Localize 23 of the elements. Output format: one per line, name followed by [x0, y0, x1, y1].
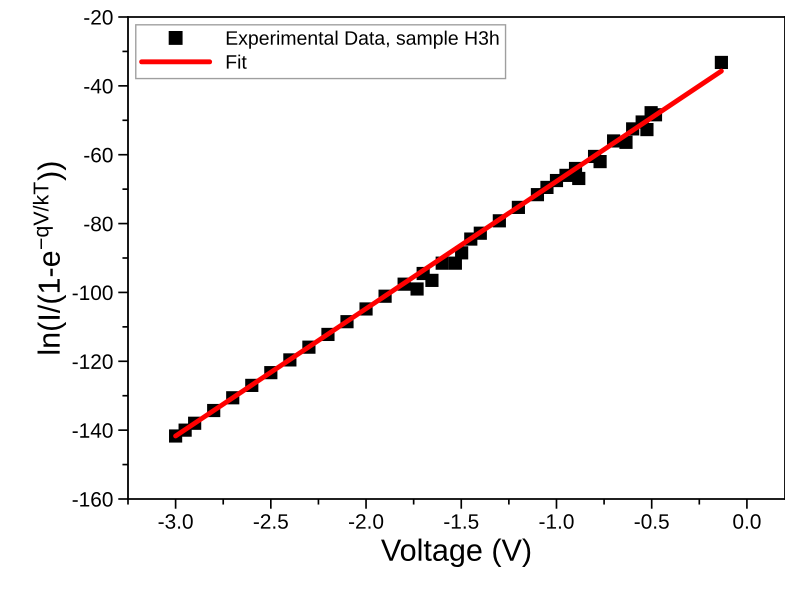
y-tick-label: -160 [72, 492, 113, 507]
point [572, 172, 586, 186]
x-tick-label: -1.5 [444, 514, 478, 529]
y-tick-label: -120 [72, 354, 113, 370]
y-tick-label: -100 [72, 285, 113, 300]
point [425, 274, 439, 287]
x-tick-label: -2.0 [349, 514, 384, 529]
x-axis-title: Voltage (V) [381, 538, 530, 568]
point [410, 282, 424, 296]
x-tick-label: -1.0 [539, 514, 574, 529]
y-tick-label: -140 [72, 423, 113, 438]
x-tick-label: -2.5 [254, 514, 288, 529]
legend-label: Experimental Data, sample H3h [226, 30, 498, 49]
y-tick-label: -20 [84, 10, 113, 25]
y-tick-label: -60 [84, 148, 113, 162]
x-tick-label: -3.0 [158, 514, 193, 529]
y-tick-label: -40 [84, 78, 113, 94]
x-tick-label: -0.5 [634, 514, 669, 529]
y-tick-label: -80 [84, 216, 113, 232]
y-axis-title: ln(I/(1-e$^{−qV/kT}$)) [32, 162, 66, 354]
legend-label: Fit [226, 54, 247, 69]
point [714, 56, 728, 70]
x-tick-label: 0.0 [733, 514, 761, 529]
